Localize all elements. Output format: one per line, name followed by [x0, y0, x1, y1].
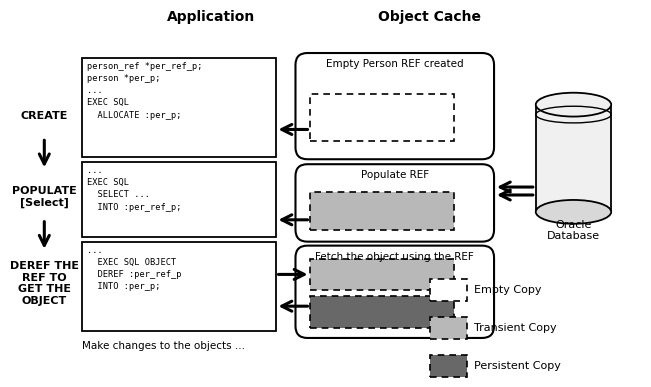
Bar — [430, 355, 467, 377]
Text: Make changes to the objects ...: Make changes to the objects ... — [82, 341, 245, 351]
Text: Populate REF: Populate REF — [361, 170, 429, 180]
FancyBboxPatch shape — [296, 164, 494, 241]
Text: ...
EXEC SQL
  SELECT ...
  INTO :per_ref_p;: ... EXEC SQL SELECT ... INTO :per_ref_p; — [87, 166, 182, 212]
Text: DEREF THE
REF TO
GET THE
OBJECT: DEREF THE REF TO GET THE OBJECT — [10, 261, 79, 306]
Text: CREATE: CREATE — [21, 111, 68, 121]
Text: person_ref *per_ref_p;
person *per_p;
...
EXEC SQL
  ALLOCATE :per_p;: person_ref *per_ref_p; person *per_p; ..… — [87, 62, 202, 120]
FancyBboxPatch shape — [296, 53, 494, 159]
Ellipse shape — [536, 200, 611, 224]
Ellipse shape — [536, 93, 611, 116]
Text: Transient Copy: Transient Copy — [474, 323, 557, 333]
Text: Object Cache: Object Cache — [378, 10, 481, 24]
Bar — [430, 317, 467, 339]
Bar — [311, 259, 454, 290]
Bar — [82, 241, 275, 331]
Bar — [311, 296, 454, 328]
Text: ...
  EXEC SQL OBJECT
  DEREF :per_ref_p
  INTO :per_p;: ... EXEC SQL OBJECT DEREF :per_ref_p INT… — [87, 246, 182, 291]
Bar — [311, 192, 454, 230]
Text: POPULATE
[Select]: POPULATE [Select] — [12, 186, 77, 208]
FancyBboxPatch shape — [296, 246, 494, 338]
Text: Application: Application — [167, 10, 255, 24]
Bar — [430, 279, 467, 301]
Bar — [536, 104, 611, 212]
Bar — [311, 94, 454, 141]
Text: Fetch the object using the REF: Fetch the object using the REF — [315, 252, 474, 262]
Text: Empty Copy: Empty Copy — [474, 285, 542, 295]
Text: Oracle
Database: Oracle Database — [547, 220, 600, 241]
Text: Empty Person REF created: Empty Person REF created — [326, 59, 464, 69]
Bar — [82, 162, 275, 237]
Bar — [82, 58, 275, 157]
Text: Persistent Copy: Persistent Copy — [474, 361, 561, 371]
